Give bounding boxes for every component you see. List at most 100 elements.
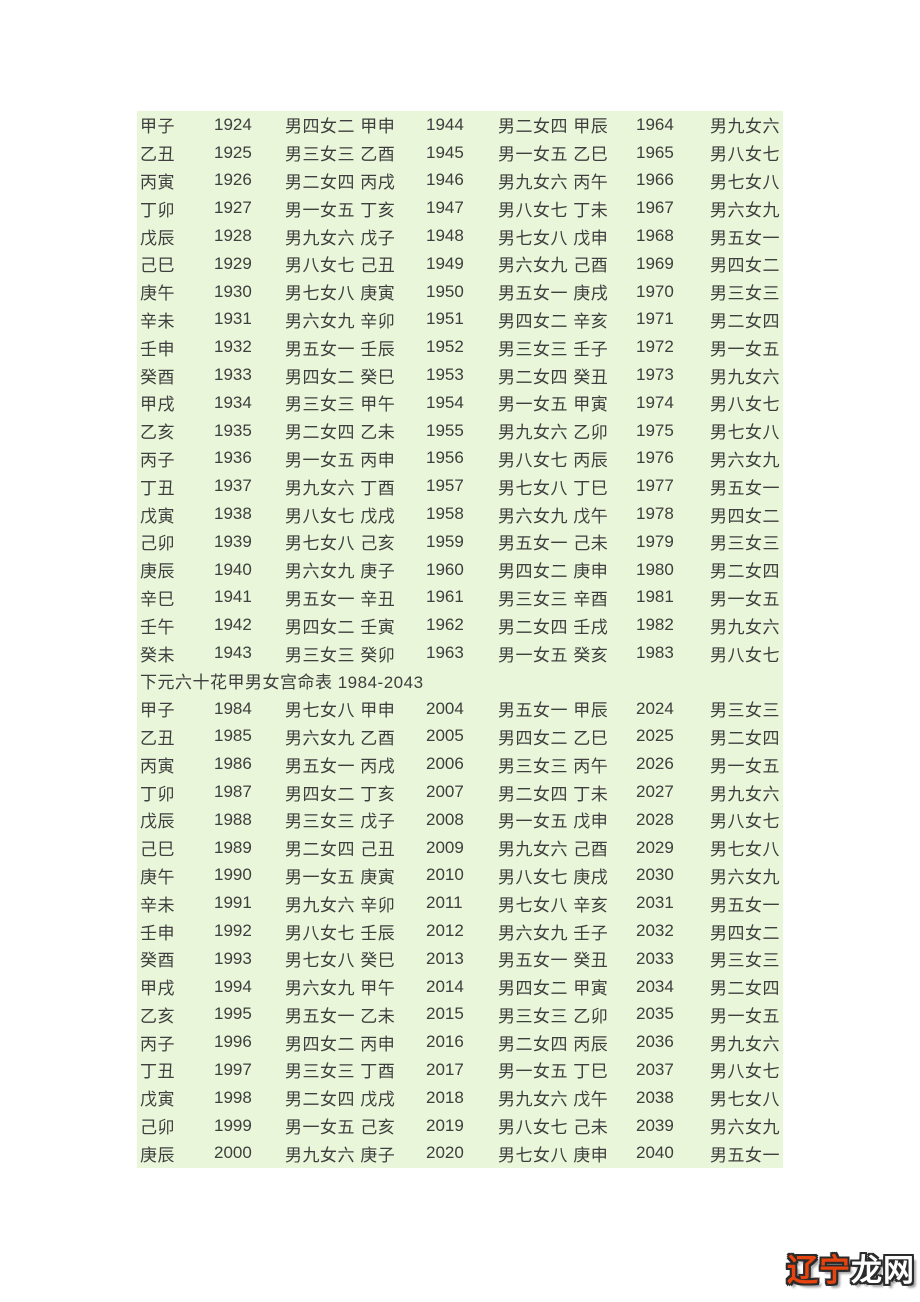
fate-cell: 男五女一 xyxy=(710,1145,780,1165)
fate-cell: 男八女七 己未 xyxy=(498,1118,609,1138)
year-cell: 2027 xyxy=(636,782,674,802)
ganzhi-cell: 甲戌 xyxy=(140,979,175,999)
fate-cell: 男四女二 甲寅 xyxy=(498,979,609,999)
table-row: 壬申 1932 男五女一 壬辰 1952 男三女三 壬子 1972 男一女五 xyxy=(137,333,783,361)
year-cell: 1993 xyxy=(214,948,252,968)
ganzhi-cell: 丁卯 xyxy=(140,784,175,804)
fate-cell: 男一女五 丁亥 xyxy=(285,200,396,220)
ganzhi-cell: 庚午 xyxy=(140,284,175,304)
watermark-text-liaoning: 辽宁 xyxy=(787,1253,851,1288)
year-cell: 2039 xyxy=(636,1115,674,1135)
ganzhi-cell: 辛巳 xyxy=(140,589,175,609)
fate-cell: 男八女七 xyxy=(710,812,780,832)
year-cell: 1971 xyxy=(636,309,674,329)
table-row: 己巳 1989 男二女四 己丑 2009 男九女六 己酉 2029 男七女八 xyxy=(137,834,783,862)
fate-cell: 男九女六 xyxy=(710,1034,780,1054)
year-cell: 1940 xyxy=(214,559,252,579)
fate-cell: 男二女四 壬戌 xyxy=(498,617,609,637)
fate-cell: 男二女四 甲辰 xyxy=(498,117,609,137)
ganzhi-cell: 丙子 xyxy=(140,1034,175,1054)
ganzhi-cell: 壬午 xyxy=(140,617,175,637)
fate-cell: 男九女六 戊子 xyxy=(285,228,396,248)
table-row: 甲戌 1934 男三女三 甲午 1954 男一女五 甲寅 1974 男八女七 xyxy=(137,389,783,417)
year-cell: 2019 xyxy=(426,1115,464,1135)
year-cell: 1997 xyxy=(214,1059,252,1079)
fate-cell: 男三女三 癸卯 xyxy=(285,645,396,665)
ganzhi-cell: 乙亥 xyxy=(140,1006,175,1026)
ganzhi-cell: 己卯 xyxy=(140,1118,175,1138)
fate-cell: 男八女七 己丑 xyxy=(285,256,396,276)
year-cell: 2037 xyxy=(636,1059,674,1079)
year-cell: 1998 xyxy=(214,1087,252,1107)
year-cell: 2017 xyxy=(426,1059,464,1079)
ganzhi-cell: 戊辰 xyxy=(140,228,175,248)
fate-cell: 男五女一 xyxy=(710,895,780,915)
ganzhi-cell: 乙丑 xyxy=(140,728,175,748)
fate-cell: 男七女八 庚申 xyxy=(498,1145,609,1165)
fate-cell: 男五女一 庚戌 xyxy=(498,284,609,304)
fate-cell: 男六女九 戊午 xyxy=(498,506,609,526)
table-row: 戊寅 1998 男二女四 戊戌 2018 男九女六 戊午 2038 男七女八 xyxy=(137,1084,783,1112)
table-row: 甲子 1984 男七女八 甲申 2004 男五女一 甲辰 2024 男三女三 xyxy=(137,695,783,723)
year-cell: 1964 xyxy=(636,114,674,134)
fate-cell: 男一女五 乙巳 xyxy=(498,145,609,165)
table-row: 己巳 1929 男八女七 己丑 1949 男六女九 己酉 1969 男四女二 xyxy=(137,250,783,278)
ganzhi-cell: 己巳 xyxy=(140,840,175,860)
year-cell: 1992 xyxy=(214,921,252,940)
ganzhi-cell: 戊寅 xyxy=(140,506,175,526)
fate-cell: 男五女一 壬辰 xyxy=(285,339,396,359)
year-cell: 1959 xyxy=(426,531,464,551)
fate-cell: 男一女五 癸亥 xyxy=(498,645,609,665)
table-row: 庚辰 1940 男六女九 庚子 1960 男四女二 庚申 1980 男二女四 xyxy=(137,556,783,584)
fate-cell: 男七女八 辛亥 xyxy=(498,895,609,915)
year-cell: 1981 xyxy=(636,587,674,607)
ganzhi-cell: 丁丑 xyxy=(140,1062,175,1082)
ganzhi-cell: 癸酉 xyxy=(140,951,175,971)
fate-cell: 男九女六 xyxy=(710,617,780,637)
table-row: 癸酉 1933 男四女二 癸巳 1953 男二女四 癸丑 1973 男九女六 xyxy=(137,361,783,389)
table-1924-1983: 甲子 1924 男四女二 甲申 1944 男二女四 甲辰 1964 男九女六 乙丑 1925 男三… xyxy=(137,111,783,667)
year-cell: 2005 xyxy=(426,726,464,746)
year-cell: 1952 xyxy=(426,337,464,357)
ganzhi-cell: 辛未 xyxy=(140,311,175,331)
year-cell: 1931 xyxy=(214,309,252,329)
year-cell: 1976 xyxy=(636,448,674,468)
year-cell: 1925 xyxy=(214,142,252,162)
fate-cell: 男一女五 己亥 xyxy=(285,1118,396,1138)
year-cell: 1947 xyxy=(426,198,464,218)
year-cell: 1924 xyxy=(214,114,252,134)
table-row: 庚午 1930 男七女八 庚寅 1950 男五女一 庚戌 1970 男三女三 xyxy=(137,278,783,306)
table-row: 庚午 1990 男一女五 庚寅 2010 男八女七 庚戌 2030 男六女九 xyxy=(137,862,783,890)
year-cell: 2012 xyxy=(426,921,464,940)
fate-cell: 男八女七 xyxy=(710,395,780,415)
year-cell: 1929 xyxy=(214,253,252,273)
fate-cell: 男五女一 xyxy=(710,478,780,498)
fate-cell: 男七女八 戊申 xyxy=(498,228,609,248)
year-cell: 1989 xyxy=(214,837,252,857)
table-row: 丁丑 1937 男九女六 丁酉 1957 男七女八 丁巳 1977 男五女一 xyxy=(137,472,783,500)
ganzhi-cell: 乙亥 xyxy=(140,423,175,443)
year-cell: 2016 xyxy=(426,1032,464,1052)
year-cell: 2004 xyxy=(426,698,464,718)
fate-cell: 男八女七 戊戌 xyxy=(285,506,396,526)
year-cell: 1935 xyxy=(214,420,252,440)
year-cell: 1943 xyxy=(214,643,252,663)
year-cell: 1958 xyxy=(426,504,464,524)
year-cell: 1966 xyxy=(636,170,674,190)
fate-cell: 男五女一 辛丑 xyxy=(285,589,396,609)
table-row: 癸未 1943 男三女三 癸卯 1963 男一女五 癸亥 1983 男八女七 xyxy=(137,639,783,667)
table-row: 庚辰 2000 男九女六 庚子 2020 男七女八 庚申 2040 男五女一 xyxy=(137,1139,783,1167)
year-cell: 1951 xyxy=(426,309,464,329)
year-cell: 1936 xyxy=(214,448,252,468)
year-cell: 1986 xyxy=(214,754,252,774)
year-cell: 2018 xyxy=(426,1087,464,1107)
fate-cell: 男六女九 乙酉 xyxy=(285,728,396,748)
section-heading: 下元六十花甲男女宫命表 1984-2043 xyxy=(140,673,424,693)
fate-cell: 男三女三 辛酉 xyxy=(498,589,609,609)
year-cell: 2011 xyxy=(426,893,463,913)
year-cell: 1945 xyxy=(426,142,464,162)
table-row: 乙丑 1925 男三女三 乙酉 1945 男一女五 乙巳 1965 男八女七 xyxy=(137,139,783,167)
fate-cell: 男八女七 xyxy=(710,1062,780,1082)
year-cell: 1926 xyxy=(214,170,252,190)
fate-cell: 男六女九 壬子 xyxy=(498,923,609,943)
